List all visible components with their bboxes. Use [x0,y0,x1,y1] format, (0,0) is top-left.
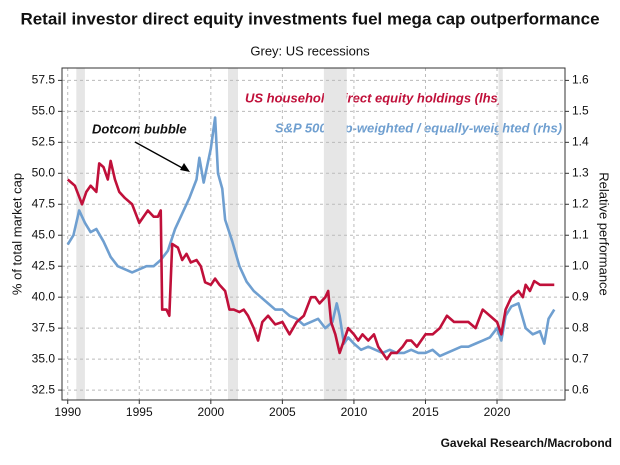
y-tick-label: 47.5 [32,196,56,210]
y2-tick-label: 1.6 [572,73,589,87]
y2-tick-label: 0.8 [572,320,589,334]
plot-area: 32.5 35.0 37.5 40.0 42.5 45.0 47.5 50.0 52.5 55.0… [32,67,589,419]
y2-tick-label: 1.3 [572,165,589,179]
legend-label: US household direct equity holdings (lhs… [245,90,502,105]
recession-band [76,68,85,400]
y2-tick-label: 1.5 [572,104,589,118]
chart-subtitle: Grey: US recessions [250,43,370,58]
x-tick-label: 1995 [126,405,153,419]
x-tick-label: 2005 [269,405,296,419]
x-tick-label: 2015 [412,405,439,419]
x-tick-label: 2000 [197,405,224,419]
y2-tick-label: 0.7 [572,351,589,365]
recession-band [227,68,239,400]
y-axis-label: % of total market cap [9,173,24,295]
y-tick-label: 32.5 [32,382,56,396]
plot-frame [61,67,566,401]
y-tick-label: 42.5 [32,258,56,272]
y-tick-label: 35.0 [32,351,56,365]
annotation-arrow [134,141,187,171]
y-tick-label: 50.0 [32,165,56,179]
series-line [66,159,555,361]
legend-label: S&P 500 cap-weighted / equally-weighted … [275,120,562,135]
y2-tick-label: 1.2 [572,196,589,210]
series-line [66,116,556,358]
x-tick-label: 1990 [54,405,81,419]
y2-tick-label: 1.1 [572,227,589,241]
y2-tick-label: 0.9 [572,289,589,303]
y2-axis-label: Relative performance [597,172,612,296]
y2-tick-label: 0.6 [572,382,589,396]
annotation-arrowhead [180,163,190,172]
y2-tick-label: 1.4 [572,135,589,149]
recession-band [498,68,503,400]
recession-band [323,68,347,400]
y-tick-label: 37.5 [32,320,56,334]
y-tick-label: 40.0 [32,289,56,303]
y2-tick-label: 1.0 [572,258,589,272]
source: Gavekal Research/Macrobond [441,436,612,450]
y-tick-label: 55.0 [32,104,56,118]
y-tick-label: 45.0 [32,227,56,241]
x-tick-label: 2020 [484,405,511,419]
y-tick-label: 57.5 [32,73,56,87]
chart-title: Retail investor direct equity investment… [20,9,599,28]
y-tick-label: 52.5 [32,135,56,149]
x-tick-label: 2010 [341,405,368,419]
